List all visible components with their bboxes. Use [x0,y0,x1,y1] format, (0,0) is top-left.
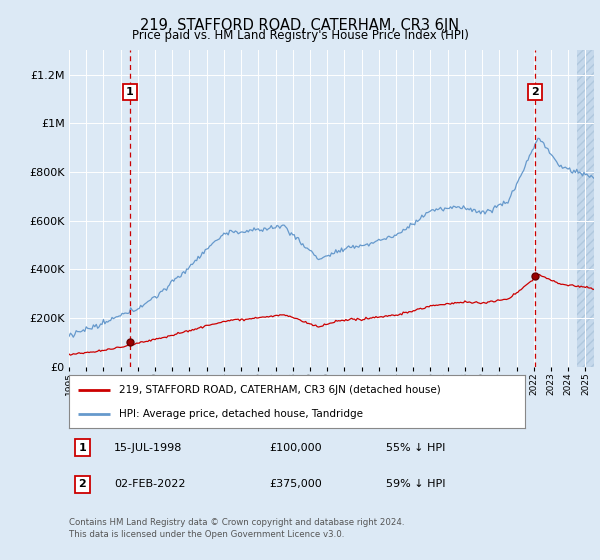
Text: 02-FEB-2022: 02-FEB-2022 [114,479,185,489]
Text: 15-JUL-1998: 15-JUL-1998 [114,443,182,453]
Bar [577,50,600,367]
Text: £100,000: £100,000 [269,443,322,453]
Text: 55% ↓ HPI: 55% ↓ HPI [386,443,445,453]
Text: 1: 1 [79,443,86,453]
Text: 219, STAFFORD ROAD, CATERHAM, CR3 6JN (detached house): 219, STAFFORD ROAD, CATERHAM, CR3 6JN (d… [119,385,441,395]
Text: HPI: Average price, detached house, Tandridge: HPI: Average price, detached house, Tand… [119,409,363,419]
Text: 59% ↓ HPI: 59% ↓ HPI [386,479,445,489]
Text: 2: 2 [532,87,539,97]
Text: Price paid vs. HM Land Registry's House Price Index (HPI): Price paid vs. HM Land Registry's House … [131,29,469,42]
Text: 1: 1 [126,87,134,97]
Text: Contains HM Land Registry data © Crown copyright and database right 2024.
This d: Contains HM Land Registry data © Crown c… [69,518,404,539]
Text: 2: 2 [79,479,86,489]
Text: 219, STAFFORD ROAD, CATERHAM, CR3 6JN: 219, STAFFORD ROAD, CATERHAM, CR3 6JN [140,18,460,33]
Text: £375,000: £375,000 [269,479,322,489]
